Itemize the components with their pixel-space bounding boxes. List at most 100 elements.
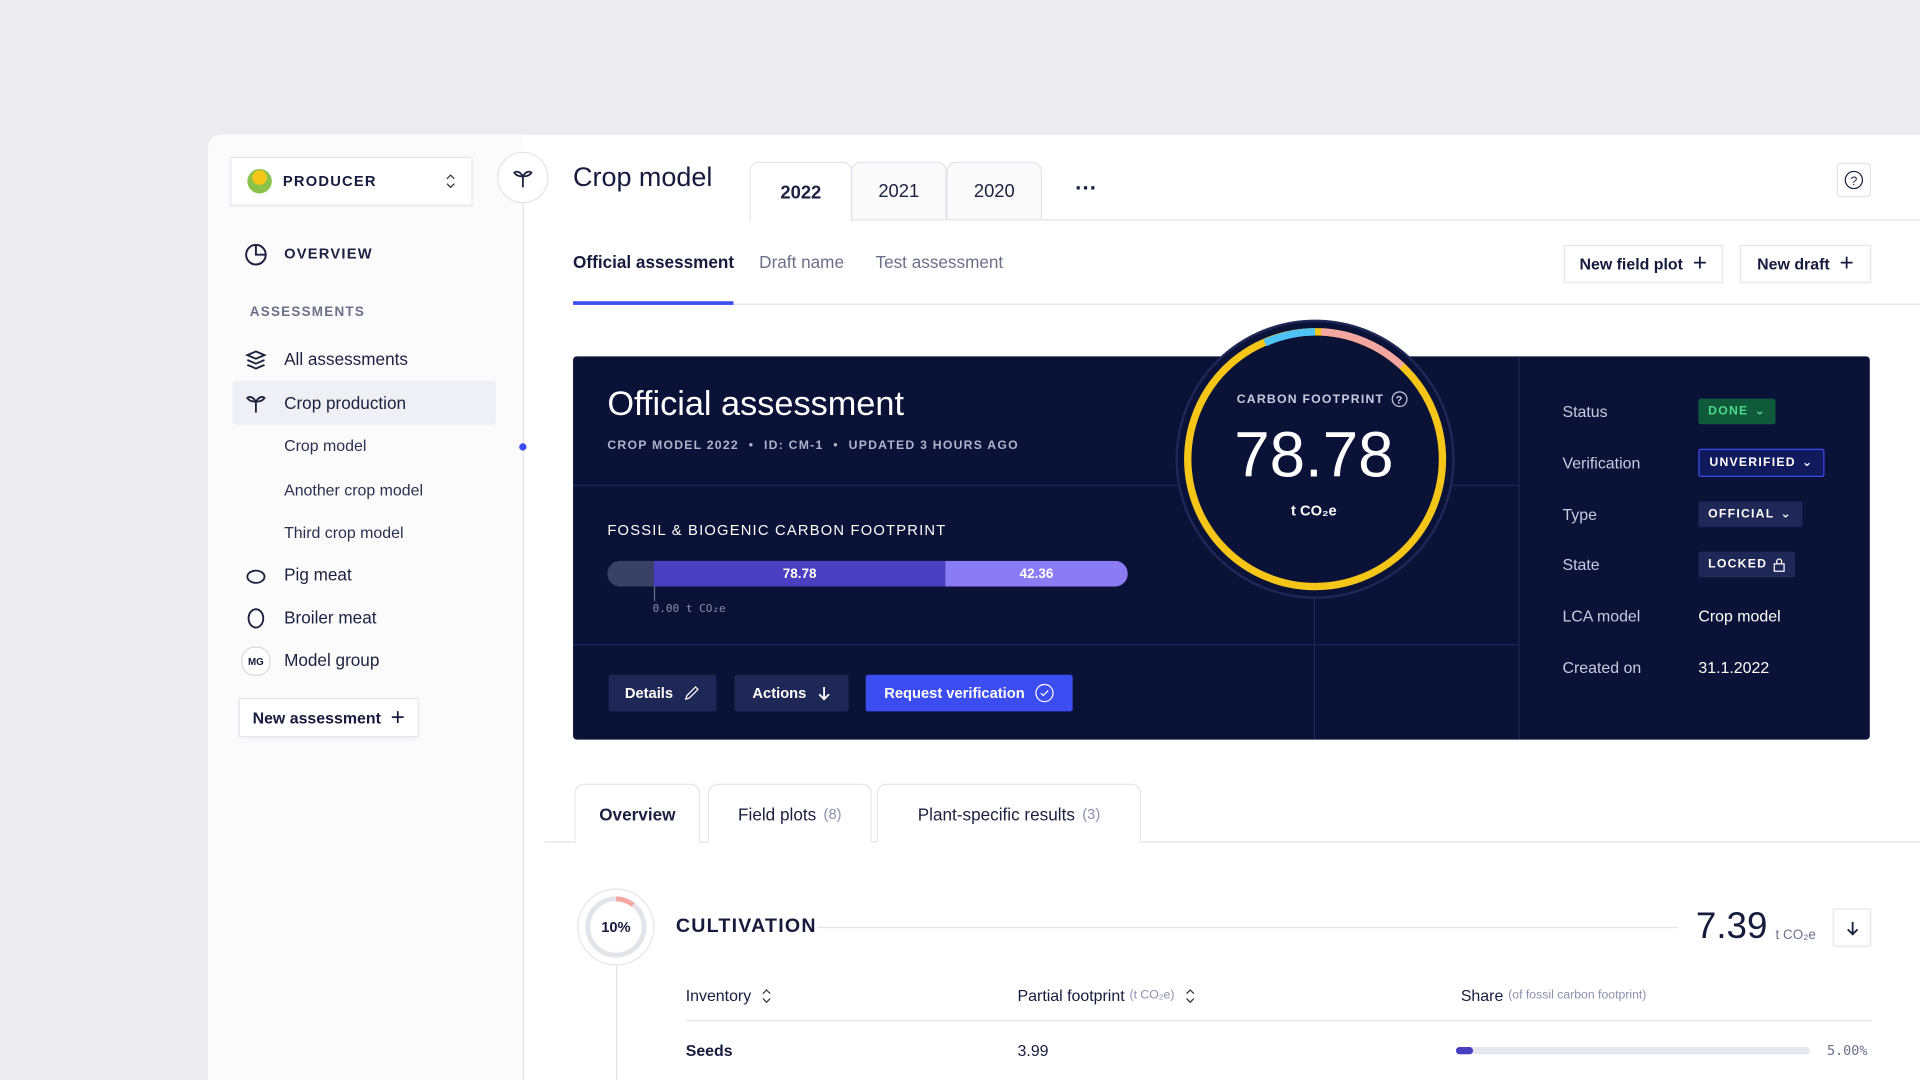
cultivation-title: CULTIVATION <box>675 915 817 937</box>
button-label: New field plot <box>1579 254 1683 274</box>
plus-icon: + <box>1839 249 1854 277</box>
overview-link[interactable]: OVERVIEW <box>284 244 373 263</box>
meta-item: CROP MODEL 2022 <box>607 438 739 453</box>
meta-separator: • <box>748 438 755 453</box>
property-label: State <box>1562 555 1600 574</box>
status-badge[interactable]: DONE ⌄ <box>1698 398 1776 425</box>
info-icon[interactable]: ? <box>1392 391 1409 408</box>
request-verification-button[interactable]: Request verification <box>865 674 1073 712</box>
tab-label: Overview <box>599 804 676 825</box>
tab-count: (8) <box>823 805 842 823</box>
footprint-gauge <box>1175 319 1455 599</box>
detail-tabs-line <box>544 841 1920 843</box>
type-badge[interactable]: OFFICIAL ⌄ <box>1698 501 1802 528</box>
subtabs-line <box>573 303 1920 305</box>
details-button[interactable]: Details <box>608 674 717 712</box>
crop-icon <box>513 170 533 188</box>
footprint-bar: 78.78 42.36 <box>607 560 1128 587</box>
row-value: 3.99 <box>1017 1041 1049 1060</box>
detail-tab[interactable]: Field plots (8) <box>707 783 872 843</box>
property-label: Status <box>1562 402 1608 421</box>
property-label: Type <box>1562 505 1597 524</box>
property-value: 31.1.2022 <box>1698 658 1770 677</box>
subtab-active[interactable]: Official assessment <box>573 252 735 272</box>
producer-select[interactable]: PRODUCER <box>230 156 473 206</box>
current-dot <box>519 443 527 451</box>
cultivation-value: 7.39 <box>1695 906 1768 947</box>
property-label: Created on <box>1562 658 1642 677</box>
plus-icon: + <box>1692 249 1708 277</box>
nav-subitem[interactable]: Another crop model <box>284 480 424 499</box>
property-value: Crop model <box>1698 606 1781 626</box>
crop-icon <box>246 396 266 413</box>
column-note: (t CO₂e) <box>1129 988 1175 1003</box>
subtab[interactable]: Draft name <box>759 252 844 272</box>
meta-item: ID: CM-1 <box>764 438 824 453</box>
share-track <box>1455 1046 1810 1055</box>
arrow-icon <box>1846 921 1858 935</box>
svg-text:?: ? <box>1396 394 1404 406</box>
chevron: ⌄ <box>1780 507 1793 522</box>
nav-subitem[interactable]: Crop model <box>284 436 367 455</box>
card-divider <box>1313 587 1316 740</box>
detail-tab-active[interactable]: Overview <box>574 783 701 844</box>
card-divider <box>573 644 1519 646</box>
nav-item-active[interactable]: Crop production <box>284 393 407 413</box>
subtab[interactable]: Test assessment <box>875 252 1004 272</box>
check-icon <box>1035 683 1054 703</box>
nav-item[interactable]: All assessments <box>284 348 408 369</box>
nav-item[interactable]: Broiler meat <box>284 607 377 627</box>
subtab-underline <box>573 301 734 305</box>
column-label: Inventory <box>685 986 752 1005</box>
column-header[interactable]: Inventory <box>685 986 774 1005</box>
row-name: Seeds <box>685 1041 733 1060</box>
button-label: New assessment <box>252 708 381 727</box>
bar-segment-biogenic: 42.36 <box>945 560 1128 587</box>
timeline-line <box>522 202 525 1080</box>
verification-badge[interactable]: UNVERIFIED ⌄ <box>1698 448 1825 477</box>
detail-tab[interactable]: Plant-specific results (3) <box>876 783 1142 843</box>
overview-icon <box>245 243 267 266</box>
button-label: Details <box>624 684 674 702</box>
bar-axis-label: 0.00 t CO₂e <box>652 603 726 616</box>
nav-subitem[interactable]: Third crop model <box>284 523 404 542</box>
actions-button[interactable]: Actions <box>734 674 849 712</box>
meta-item: UPDATED 3 HOURS AGO <box>848 438 1019 453</box>
nav-item[interactable]: Model group <box>284 650 380 670</box>
new-draft-button[interactable]: New draft + <box>1740 244 1872 283</box>
bar-axis-tick <box>653 586 656 602</box>
year-tab[interactable]: 2020 <box>946 161 1043 220</box>
card-title: Official assessment <box>607 384 904 423</box>
arrow-icon <box>817 686 830 701</box>
cultivation-unit: t CO₂e <box>1775 928 1816 943</box>
nav-item[interactable]: Pig meat <box>284 564 352 585</box>
expand-button[interactable] <box>1833 908 1872 947</box>
sort-icon <box>763 988 772 1003</box>
meta-separator: • <box>833 438 839 453</box>
new-assessment-button[interactable]: New assessment + <box>238 697 419 738</box>
more-tabs[interactable]: ··· <box>1075 175 1098 201</box>
new-field-plot-button[interactable]: New field plot + <box>1563 244 1723 283</box>
group-badge: MG <box>241 646 271 676</box>
column-label: Share <box>1460 986 1504 1005</box>
egg-icon <box>247 608 265 629</box>
svg-text:?: ? <box>1850 174 1857 188</box>
year-tab[interactable]: 2021 <box>851 161 947 220</box>
column-label: Partial footprint <box>1017 986 1125 1005</box>
chevron: ⌄ <box>1801 456 1814 470</box>
property-label: Verification <box>1562 453 1641 473</box>
gauge-value: 78.78 <box>1234 420 1394 492</box>
help-button[interactable]: ? <box>1836 162 1872 198</box>
sort-icon <box>1186 988 1195 1003</box>
year-tab-active[interactable]: 2022 <box>749 161 853 222</box>
select-icon <box>446 174 455 189</box>
column-header[interactable]: Partial footprint (t CO₂e) <box>1017 986 1197 1005</box>
state-badge: LOCKED <box>1698 551 1796 578</box>
bar-segment-fossil: 78.78 <box>653 560 946 587</box>
button-label: Request verification <box>884 684 1025 702</box>
cultivation-ring <box>577 888 655 966</box>
year-tabs-line <box>749 219 1920 221</box>
